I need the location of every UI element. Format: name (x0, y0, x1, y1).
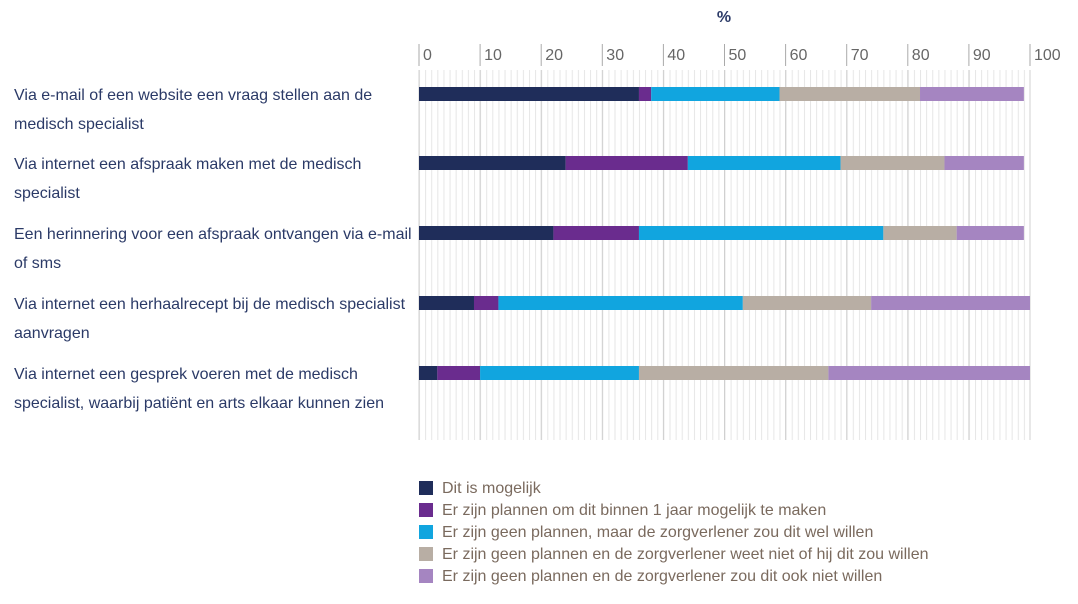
x-tick-label: 80 (912, 47, 930, 64)
bar-segment (687, 156, 841, 170)
x-tick-label: 20 (545, 47, 563, 64)
legend-swatch (419, 547, 433, 561)
bar-segment (871, 296, 1030, 310)
category-label: Via internet een gesprek voeren met de m… (14, 366, 384, 412)
bar-segment (944, 156, 1024, 170)
bar-segment (498, 296, 743, 310)
bar-segment (828, 366, 1030, 380)
bar-segment (742, 296, 872, 310)
bar-segment (651, 87, 780, 101)
legend-label: Dit is mogelijk (442, 480, 542, 497)
legend-label: Er zijn geen plannen en de zorgverlener … (442, 546, 929, 563)
category-label: Een herinnering voor een afspraak ontvan… (14, 226, 412, 272)
legend-label: Er zijn geen plannen, maar de zorgverlen… (442, 524, 873, 541)
category-label: Via internet een afspraak maken met de m… (14, 156, 362, 202)
category-label: Via e-mail of een website een vraag stel… (14, 87, 373, 133)
bar-segment (883, 226, 957, 240)
x-tick-label: 40 (667, 47, 685, 64)
bar-segment (419, 87, 639, 101)
x-tick-label: 70 (851, 47, 869, 64)
x-tick-label: 10 (484, 47, 502, 64)
legend-swatch (419, 503, 433, 517)
bar-segment (956, 226, 1024, 240)
x-axis-label: % (717, 9, 731, 26)
x-tick-label: 90 (973, 47, 991, 64)
x-tick-label: 100 (1034, 47, 1061, 64)
bar-segment (473, 296, 499, 310)
legend-swatch (419, 481, 433, 495)
bar-segment (565, 156, 688, 170)
x-tick-label: 30 (606, 47, 624, 64)
bar-segment (840, 156, 945, 170)
bar-segment (638, 226, 884, 240)
x-tick-label: 0 (423, 47, 432, 64)
legend-swatch (419, 569, 433, 583)
bar-segment (419, 226, 554, 240)
bar-segment (638, 366, 829, 380)
bar-segment (419, 156, 566, 170)
x-tick-label: 60 (790, 47, 808, 64)
bar-segment (638, 87, 652, 101)
bar-segment (419, 366, 438, 380)
bar-segment (553, 226, 639, 240)
legend-label: Er zijn geen plannen en de zorgverlener … (442, 568, 882, 585)
category-label: Via internet een herhaalrecept bij de me… (14, 296, 406, 342)
legend-label: Er zijn plannen om dit binnen 1 jaar mog… (442, 502, 826, 519)
bar-segment (920, 87, 1024, 101)
x-tick-label: 50 (729, 47, 747, 64)
bar-segment (779, 87, 921, 101)
bar-segment (419, 296, 474, 310)
legend-swatch (419, 525, 433, 539)
bar-segment (437, 366, 481, 380)
bar-segment (480, 366, 639, 380)
